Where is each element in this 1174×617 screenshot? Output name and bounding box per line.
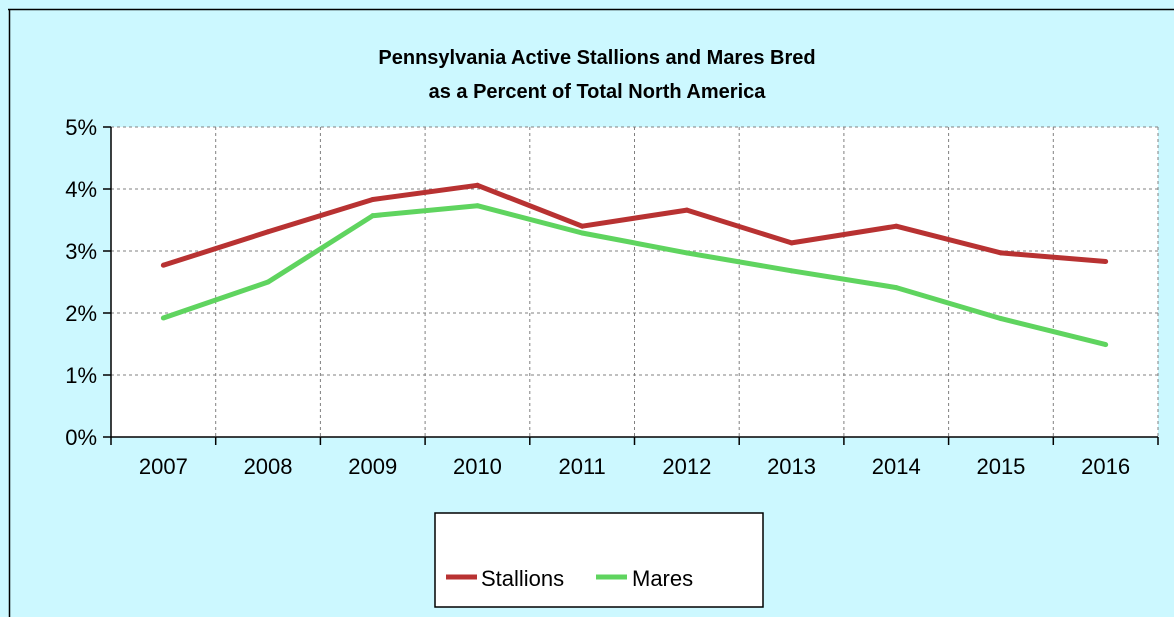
data-point-mares	[684, 250, 690, 256]
x-tick-label: 2014	[872, 454, 921, 479]
chart-title-line-2: as a Percent of Total North America	[429, 81, 767, 103]
data-point-mares	[265, 279, 271, 285]
legend-box	[434, 512, 764, 608]
x-tick-label: 2008	[244, 454, 293, 479]
data-point-stallions	[893, 223, 899, 229]
data-point-stallions	[370, 197, 376, 203]
x-tick-label: 2016	[1081, 454, 1130, 479]
y-tick-label: 4%	[65, 177, 97, 202]
x-tick-label: 2009	[348, 454, 397, 479]
y-tick-label: 5%	[65, 115, 97, 140]
data-point-stallions	[1103, 259, 1109, 265]
data-series	[160, 182, 1109, 348]
data-point-stallions	[579, 223, 585, 229]
legend: Stallions Mares	[434, 512, 764, 608]
data-point-mares	[370, 213, 376, 219]
series-line-mares	[162, 203, 1107, 348]
data-point-stallions	[789, 240, 795, 246]
x-tick-label: 2007	[139, 454, 188, 479]
y-tick-label: 3%	[65, 239, 97, 264]
series-line-stallions	[162, 182, 1106, 268]
data-point-stallions	[998, 250, 1004, 256]
axes: 0% 1% 2% 3% 4% 5% 2007 2008 2009 2010 2011 2012 2013…	[65, 115, 1159, 479]
y-tick-label: 2%	[65, 301, 97, 326]
data-point-mares	[893, 285, 899, 291]
x-tick-label: 2012	[662, 454, 711, 479]
data-point-mares	[789, 268, 795, 274]
data-point-stallions	[474, 182, 480, 188]
x-tick-label: 2013	[767, 454, 816, 479]
data-point-mares	[160, 315, 166, 321]
data-point-mares	[579, 230, 585, 236]
legend-label-mares: Mares	[632, 566, 693, 591]
data-point-stallions	[684, 207, 690, 213]
y-tick-label: 1%	[65, 363, 97, 388]
chart-title-line-1: Pennsylvania Active Stallions and Mares …	[378, 47, 815, 69]
data-point-mares	[474, 203, 480, 209]
x-tick-label: 2010	[453, 454, 502, 479]
y-tick-label: 0%	[65, 425, 97, 450]
x-tick-label: 2011	[558, 454, 605, 479]
x-tick-label: 2015	[976, 454, 1025, 479]
data-point-mares	[998, 316, 1004, 322]
legend-label-stallions: Stallions	[481, 566, 564, 591]
data-point-stallions	[265, 229, 271, 235]
data-point-stallions	[160, 262, 166, 268]
plot-area: 0% 1% 2% 3% 4% 5% 2007 2008 2009 2010 2011 2012 2013…	[65, 115, 1159, 479]
data-point-mares	[1103, 342, 1109, 348]
